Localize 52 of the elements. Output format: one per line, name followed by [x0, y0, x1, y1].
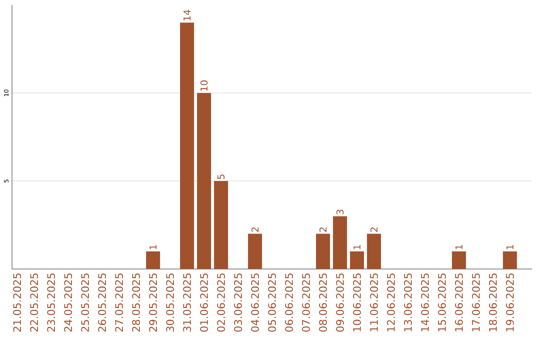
data-label: 1	[150, 245, 157, 250]
bar	[452, 251, 466, 269]
x-tick-label: 04.06.2025	[251, 273, 259, 332]
x-tick-label: 28.05.2025	[132, 273, 140, 332]
x-tick-label: 16.06.2025	[454, 273, 463, 332]
x-tick-label: 08.06.2025	[319, 273, 327, 332]
bar	[248, 234, 262, 269]
bar	[316, 234, 330, 269]
x-tick-label: 21.05.2025	[13, 273, 22, 332]
bar	[146, 251, 160, 269]
data-label: 2	[370, 228, 378, 232]
x-tick-label: 01.06.2025	[200, 273, 208, 332]
bar	[350, 251, 364, 269]
data-label: 1	[455, 245, 462, 250]
data-label: 1	[354, 245, 360, 250]
x-tick-label: 19.06.2025	[506, 273, 514, 332]
x-tick-label: 26.05.2025	[98, 273, 106, 332]
x-tick-label: 18.06.2025	[488, 273, 497, 332]
data-label: 2	[319, 228, 326, 232]
x-tick-label: 30.05.2025	[166, 273, 174, 332]
data-label: 3	[336, 210, 344, 214]
x-tick-label: 11.06.2025	[370, 273, 378, 332]
x-tick-label: 23.05.2025	[47, 273, 56, 332]
x-tick-label: 10.06.2025	[353, 273, 361, 332]
x-tick-label: 22.05.2025	[30, 273, 38, 332]
x-tick-label: 12.06.2025	[387, 273, 395, 332]
x-tick-label: 14.06.2025	[420, 273, 429, 332]
bar	[366, 234, 381, 269]
x-tick-label: 25.05.2025	[81, 273, 90, 332]
data-label: 10	[200, 80, 208, 91]
data-label: 5	[218, 174, 225, 180]
bar	[180, 22, 194, 269]
x-tick-label: 13.06.2025	[404, 273, 412, 332]
bar	[214, 181, 228, 269]
x-tick-label: 29.05.2025	[149, 273, 157, 332]
bar	[502, 251, 517, 269]
x-tick-label: 03.06.2025	[234, 273, 242, 332]
x-tick-label: 15.06.2025	[438, 273, 446, 332]
data-label: 1	[506, 245, 514, 250]
x-tick-label: 02.06.2025	[217, 273, 225, 332]
x-tick-label: 24.05.2025	[64, 273, 72, 332]
x-tick-label: 09.06.2025	[336, 273, 344, 332]
data-label: 14	[184, 10, 190, 20]
x-tick-label: 07.06.2025	[302, 273, 310, 332]
bar	[197, 93, 212, 269]
x-tick-label: 31.05.2025	[183, 273, 191, 332]
x-tick-label: 17.06.2025	[472, 273, 480, 332]
bar	[332, 216, 347, 269]
x-tick-label: 05.06.2025	[268, 273, 276, 332]
data-label: 2	[251, 228, 259, 232]
x-tick-label: 27.05.2025	[115, 273, 124, 332]
x-tick-label: 06.06.2025	[285, 273, 293, 332]
